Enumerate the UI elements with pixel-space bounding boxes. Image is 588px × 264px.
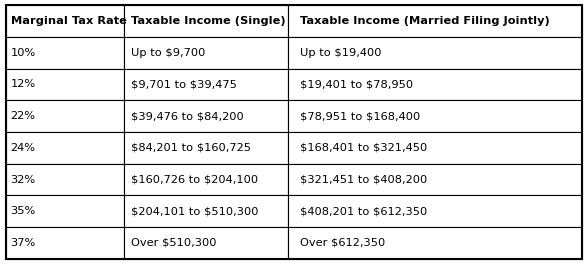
Bar xyxy=(6,69,124,100)
Bar xyxy=(288,37,582,69)
Bar xyxy=(288,5,582,37)
Text: \$408,201 to \$612,350: \$408,201 to \$612,350 xyxy=(300,206,427,216)
Text: Up to \$9,700: Up to \$9,700 xyxy=(131,48,205,58)
Bar xyxy=(124,132,288,164)
Bar xyxy=(288,164,582,195)
Text: \$9,701 to \$39,475: \$9,701 to \$39,475 xyxy=(131,79,236,89)
Bar xyxy=(288,195,582,227)
Bar xyxy=(6,5,124,37)
Bar xyxy=(124,227,288,259)
Bar xyxy=(124,100,288,132)
Bar xyxy=(6,164,124,195)
Text: 12%: 12% xyxy=(11,79,36,89)
Bar xyxy=(288,69,582,100)
Text: \$160,726 to \$204,100: \$160,726 to \$204,100 xyxy=(131,175,258,185)
Bar xyxy=(6,195,124,227)
Text: 32%: 32% xyxy=(11,175,36,185)
Text: \$39,476 to \$84,200: \$39,476 to \$84,200 xyxy=(131,111,243,121)
Bar xyxy=(124,164,288,195)
Text: \$19,401 to \$78,950: \$19,401 to \$78,950 xyxy=(300,79,413,89)
Bar xyxy=(288,100,582,132)
Text: Taxable Income (Married Filing Jointly): Taxable Income (Married Filing Jointly) xyxy=(300,16,550,26)
Text: 37%: 37% xyxy=(11,238,36,248)
Bar xyxy=(124,5,288,37)
Text: Over \$510,300: Over \$510,300 xyxy=(131,238,216,248)
Text: Taxable Income (Single): Taxable Income (Single) xyxy=(131,16,285,26)
Bar xyxy=(6,37,124,69)
Text: \$78,951 to \$168,400: \$78,951 to \$168,400 xyxy=(300,111,420,121)
Text: 35%: 35% xyxy=(11,206,36,216)
Text: Marginal Tax Rate: Marginal Tax Rate xyxy=(11,16,126,26)
Bar xyxy=(124,37,288,69)
Bar xyxy=(124,195,288,227)
Bar xyxy=(6,227,124,259)
Bar xyxy=(6,100,124,132)
Bar xyxy=(288,132,582,164)
Text: \$84,201 to \$160,725: \$84,201 to \$160,725 xyxy=(131,143,250,153)
Text: \$321,451 to \$408,200: \$321,451 to \$408,200 xyxy=(300,175,427,185)
Text: \$204,101 to \$510,300: \$204,101 to \$510,300 xyxy=(131,206,258,216)
Text: 24%: 24% xyxy=(11,143,36,153)
Text: Up to \$19,400: Up to \$19,400 xyxy=(300,48,382,58)
Text: 10%: 10% xyxy=(11,48,36,58)
Text: Over \$612,350: Over \$612,350 xyxy=(300,238,385,248)
Bar xyxy=(288,227,582,259)
Bar xyxy=(124,69,288,100)
Text: \$168,401 to \$321,450: \$168,401 to \$321,450 xyxy=(300,143,427,153)
Text: 22%: 22% xyxy=(11,111,36,121)
Bar xyxy=(6,132,124,164)
